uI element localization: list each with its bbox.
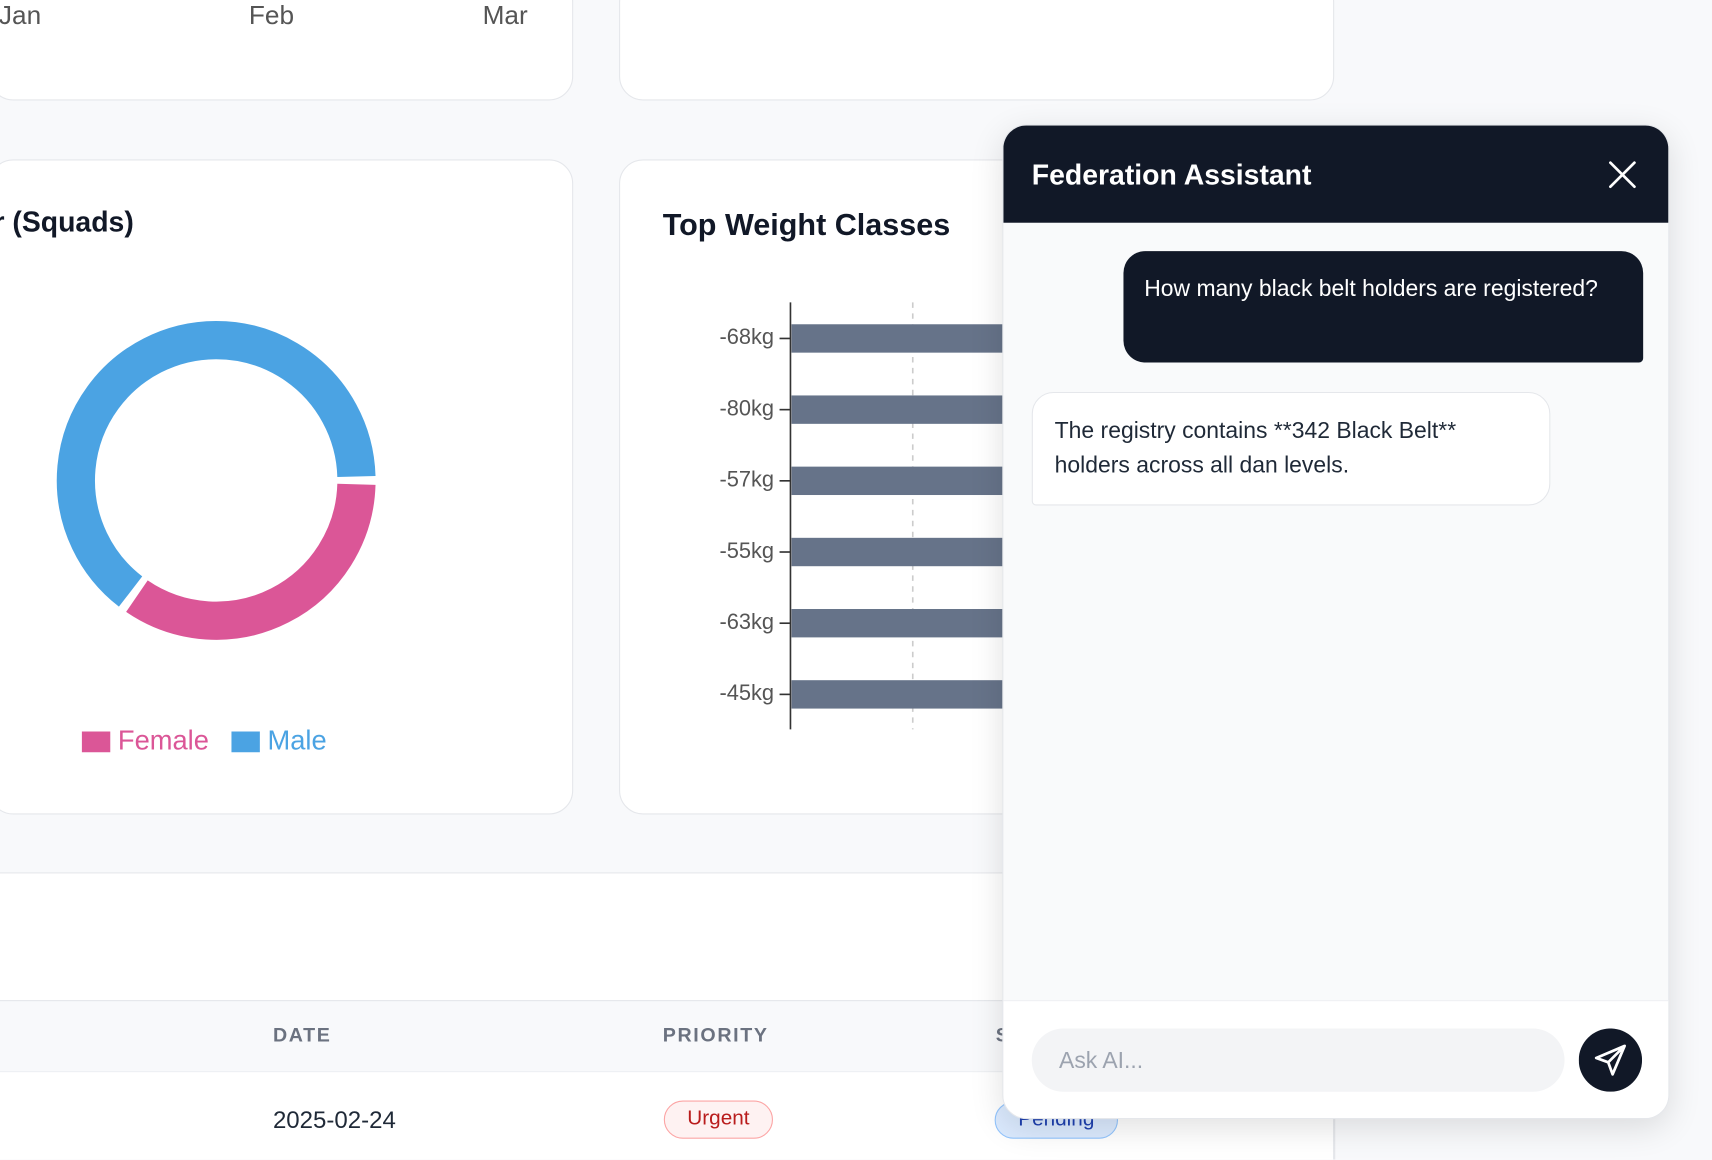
chat-header <box>1003 125 1669 223</box>
chat-title: Federation Assistant <box>1031 158 1312 192</box>
y-tick-label: -55kg <box>719 538 774 563</box>
y-tick-label: -80kg <box>719 395 774 420</box>
cell: 2025-02-24 <box>272 1105 396 1134</box>
donut-segment <box>126 483 376 640</box>
send-button[interactable] <box>1578 1028 1643 1092</box>
donut-card <box>0 159 574 815</box>
legend-label: Female <box>118 725 209 756</box>
priority-badge: Urgent <box>663 1100 773 1139</box>
top-card: Jan Feb Mar <box>0 0 574 101</box>
chart-title: Top Weight Classes <box>663 208 951 242</box>
donut-segment <box>56 321 376 607</box>
column-header: PRIORITY <box>662 1024 769 1046</box>
x-label: Feb <box>248 1 295 31</box>
x-label: Mar <box>482 1 528 31</box>
chart-title: r (Squads) <box>0 206 134 238</box>
legend-swatch <box>81 731 111 753</box>
y-tick-label: -63kg <box>719 609 774 634</box>
top-card <box>619 0 1335 101</box>
y-tick-label: -57kg <box>719 467 774 492</box>
user-message: How many black belt holders are register… <box>1123 251 1644 363</box>
column-header: DATE <box>272 1024 332 1046</box>
assistant-message: The registry contains **342 Black Belt**… <box>1031 391 1551 506</box>
chat-input[interactable] <box>1031 1028 1565 1092</box>
chat-panel: Federation Assistant How many black belt… <box>1002 124 1670 1120</box>
y-tick-label: -45kg <box>719 680 774 705</box>
close-button[interactable] <box>1607 159 1638 190</box>
legend-label: Male <box>267 725 326 756</box>
x-label: Jan <box>0 1 42 31</box>
legend-swatch <box>231 731 260 753</box>
y-tick-label: -68kg <box>719 324 774 349</box>
placeholder: Ask AI... <box>1059 1048 1144 1074</box>
